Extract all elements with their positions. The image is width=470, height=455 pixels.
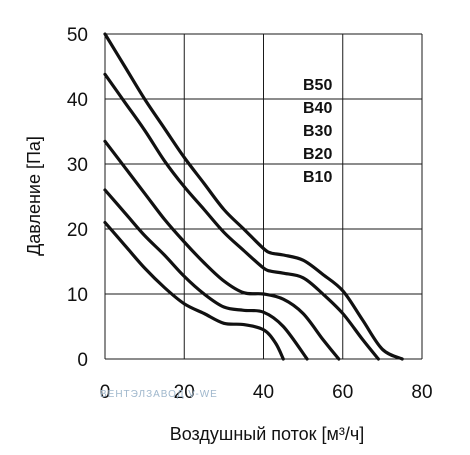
y-tick-label: 50 [67,25,88,46]
y-tick-label: 30 [67,155,88,176]
series-line-b30 [103,139,341,361]
x-tick-labels: 0 20 40 60 80 [100,382,433,403]
series-label-b30: B30 [303,123,332,140]
y-tick-labels: 0 10 20 30 40 50 [67,25,88,371]
y-tick-label: 20 [67,220,88,241]
x-tick-label: 0 [100,382,111,403]
x-tick-label: 40 [253,382,274,403]
y-tick-label: 0 [77,350,88,371]
x-tick-label: 20 [174,382,195,403]
series-label-b40: B40 [303,100,332,117]
watermark: ВЕНТЭЛЗАВОД V-WE [100,389,218,400]
series-label-b20: B20 [303,146,332,163]
grid [104,33,423,360]
series-label-b10: B10 [303,169,332,186]
x-tick-label: 80 [411,382,432,403]
y-tick-label: 10 [67,285,88,306]
series-line-b40 [103,72,380,361]
series-line-b50 [103,32,404,361]
y-tick-label: 40 [67,90,88,111]
series-labels: B50 B40 B30 B20 B10 [303,77,332,186]
series-line-b20 [103,188,309,361]
y-axis-label: Давление [Па] [24,136,44,256]
series-line-b10 [103,220,285,361]
series-label-b50: B50 [303,77,332,94]
series-curves [103,32,404,361]
x-axis-label: Воздушный поток [м³/ч] [170,424,365,444]
x-tick-label: 60 [332,382,353,403]
